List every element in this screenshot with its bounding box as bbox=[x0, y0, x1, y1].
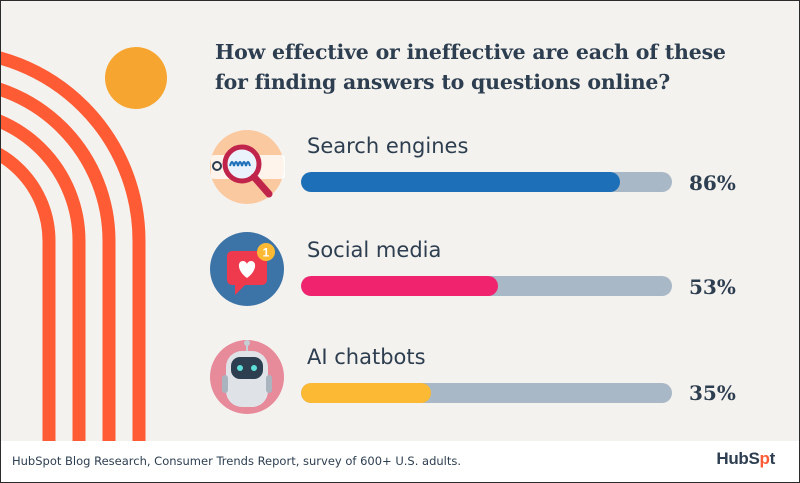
bar-social-media bbox=[301, 276, 498, 296]
value-label: 53% bbox=[689, 275, 736, 299]
hubspot-logo: HubSpt bbox=[716, 449, 775, 468]
robot-chatbot-icon bbox=[210, 340, 284, 414]
bar-track bbox=[301, 276, 672, 296]
source-note: HubSpot Blog Research, Consumer Trends R… bbox=[12, 454, 462, 468]
decorative-arches bbox=[1, 51, 146, 441]
value-label: 86% bbox=[689, 171, 736, 195]
arch-stripe bbox=[1, 114, 86, 441]
chart-title: How effective or ineffective are each of… bbox=[215, 40, 726, 94]
value-label: 35% bbox=[689, 381, 736, 405]
sprocket-o: p bbox=[759, 449, 770, 468]
category-label: Search engines bbox=[307, 134, 469, 158]
arch-stripe bbox=[1, 82, 116, 441]
search-magnifier-icon bbox=[210, 130, 285, 204]
bar-search-engines bbox=[301, 172, 621, 192]
social-heart-notification-icon: 1 bbox=[210, 232, 284, 306]
category-label: AI chatbots bbox=[307, 345, 426, 369]
arch-stripe bbox=[1, 148, 56, 441]
sun-circle bbox=[105, 47, 167, 109]
bar-track bbox=[301, 172, 672, 192]
bar-track bbox=[301, 383, 672, 403]
arch-stripe bbox=[1, 51, 146, 441]
svg-text:1: 1 bbox=[263, 246, 270, 260]
bar-ai-chatbots bbox=[301, 383, 431, 403]
footer bbox=[1, 441, 799, 482]
category-label: Social media bbox=[307, 238, 442, 262]
